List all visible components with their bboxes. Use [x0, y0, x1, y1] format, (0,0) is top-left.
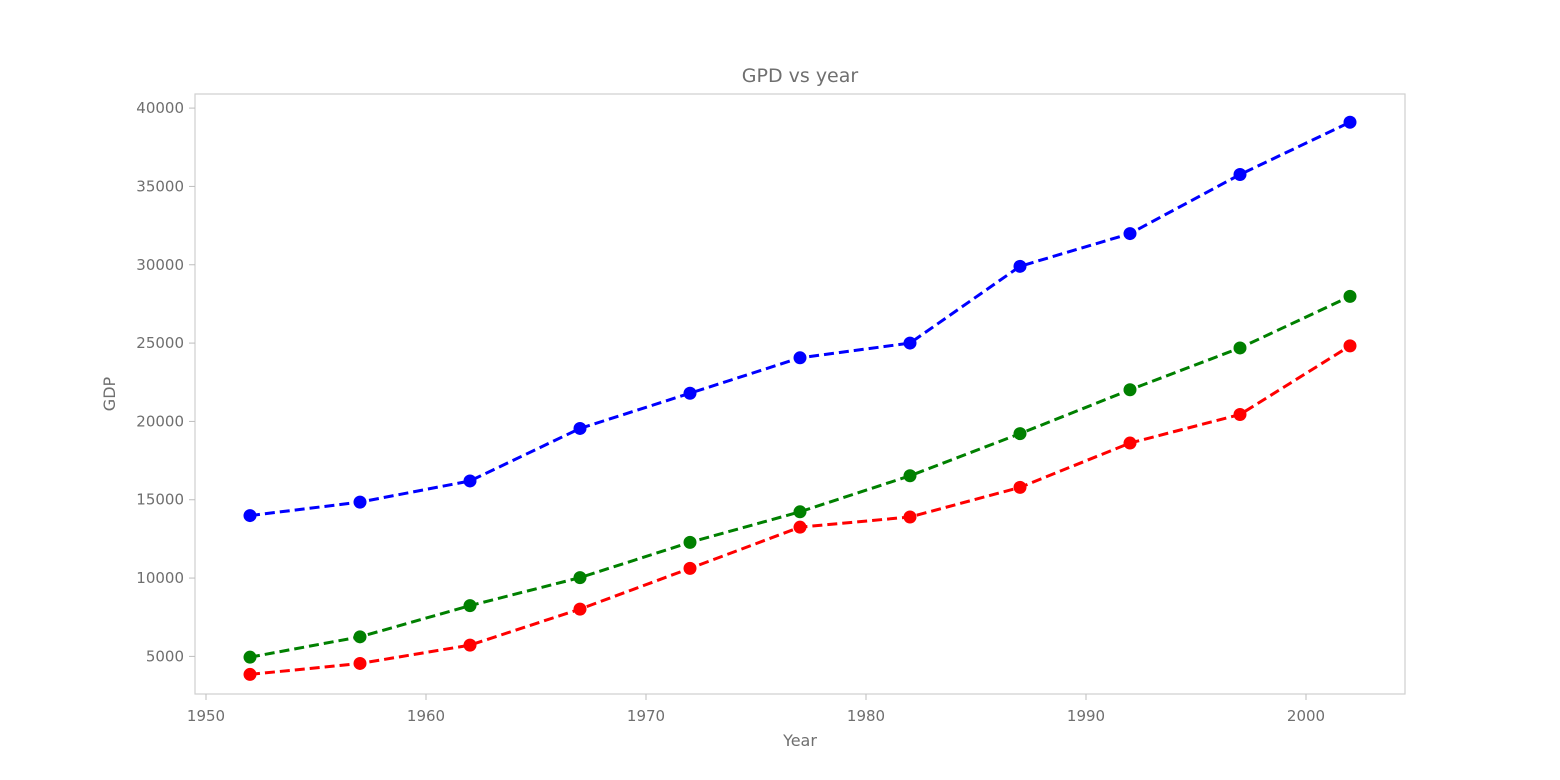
- data-point: [243, 667, 257, 681]
- data-point: [243, 509, 257, 523]
- data-point: [353, 495, 367, 509]
- data-point: [463, 638, 477, 652]
- x-tick-label: 1990: [1067, 707, 1105, 725]
- data-point: [683, 535, 697, 549]
- data-point: [1343, 115, 1357, 129]
- data-point: [1013, 259, 1027, 273]
- y-tick-label: 20000: [136, 412, 184, 430]
- x-axis: 1950 1960 1970 1980 1990 2000: [187, 694, 1325, 725]
- data-point: [463, 599, 477, 613]
- data-point: [243, 650, 257, 664]
- y-tick-label: 35000: [136, 177, 184, 195]
- data-point: [793, 520, 807, 534]
- data-point: [1123, 436, 1137, 450]
- x-axis-label: Year: [782, 731, 817, 750]
- series-2: [243, 289, 1357, 664]
- x-tick-label: 1950: [187, 707, 225, 725]
- data-point: [1013, 480, 1027, 494]
- series-line: [249, 120, 1351, 518]
- plot-area-frame: [194, 93, 1406, 695]
- data-point: [793, 505, 807, 519]
- y-axis: 5000 10000 15000 20000 25000 30000 35000 40000: [136, 99, 195, 665]
- x-tick-label: 1980: [847, 707, 885, 725]
- data-point: [1343, 339, 1357, 353]
- data-point: [573, 571, 587, 585]
- series-3: [243, 339, 1357, 681]
- data-point: [1343, 289, 1357, 303]
- data-point: [903, 469, 917, 483]
- y-tick-label: 30000: [136, 256, 184, 274]
- chart-title: GPD vs year: [742, 65, 859, 87]
- x-tick-label: 2000: [1287, 707, 1325, 725]
- y-tick-label: 40000: [136, 99, 184, 117]
- data-point: [1123, 383, 1137, 397]
- x-tick-label: 1960: [407, 707, 445, 725]
- data-point: [1123, 227, 1137, 241]
- series-1: [243, 115, 1357, 523]
- x-tick-label: 1970: [627, 707, 665, 725]
- y-axis-label: GDP: [100, 376, 119, 411]
- data-point: [683, 561, 697, 575]
- data-point: [1233, 408, 1247, 422]
- series-layer: [243, 115, 1357, 681]
- data-point: [903, 336, 917, 350]
- y-tick-label: 15000: [136, 491, 184, 509]
- y-tick-label: 10000: [136, 569, 184, 587]
- data-point: [573, 602, 587, 616]
- y-tick-label: 5000: [146, 647, 184, 665]
- data-point: [903, 510, 917, 524]
- data-point: [353, 630, 367, 644]
- data-point: [1233, 168, 1247, 182]
- series-line: [249, 295, 1351, 659]
- data-point: [353, 656, 367, 670]
- data-point: [683, 386, 697, 400]
- data-point: [1013, 427, 1027, 441]
- data-point: [793, 351, 807, 365]
- data-point: [1233, 341, 1247, 355]
- y-tick-label: 25000: [136, 334, 184, 352]
- data-point: [573, 421, 587, 435]
- data-point: [463, 474, 477, 488]
